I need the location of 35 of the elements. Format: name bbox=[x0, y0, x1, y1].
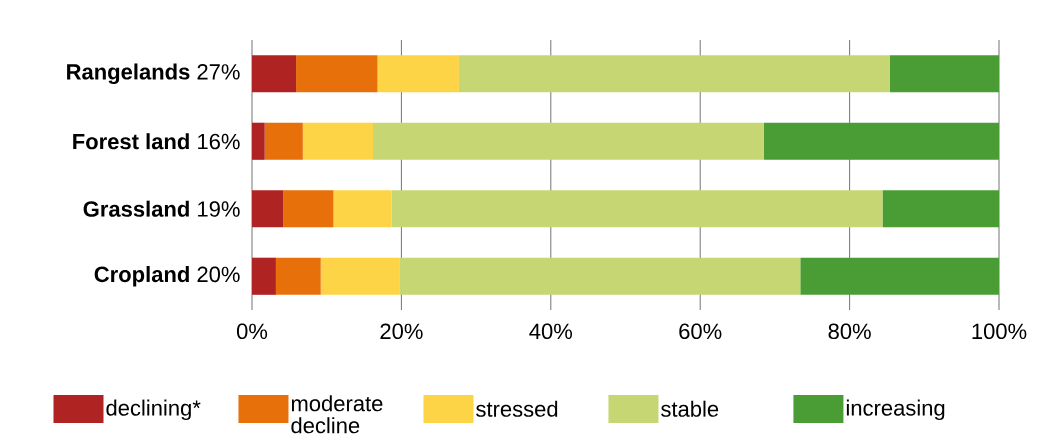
y-tick-label: Grassland 19% bbox=[83, 200, 240, 217]
bar bbox=[333, 190, 392, 228]
bar bbox=[399, 257, 801, 295]
x-tick-label: 40% bbox=[529, 323, 573, 340]
bar bbox=[252, 122, 265, 160]
bar bbox=[391, 190, 883, 228]
bar bbox=[373, 122, 764, 160]
bar bbox=[296, 55, 378, 93]
legend-label: moderate decline bbox=[291, 395, 383, 434]
x-tick-label: 0% bbox=[236, 323, 268, 340]
legend-label: stressed bbox=[476, 400, 558, 417]
bar bbox=[763, 122, 1000, 160]
legend-label: declining* bbox=[106, 399, 201, 421]
bar bbox=[264, 122, 303, 160]
x-tick-label: 20% bbox=[380, 323, 423, 340]
bar bbox=[283, 190, 334, 228]
x-tick-label: 100% bbox=[972, 323, 1027, 340]
bar bbox=[275, 257, 321, 295]
bar bbox=[889, 55, 1000, 93]
y-tick-label: Rangelands 27% bbox=[67, 63, 240, 85]
bar bbox=[882, 190, 1000, 228]
y-tick-label: Cropland 20% bbox=[94, 266, 240, 287]
bar bbox=[320, 257, 400, 295]
bar bbox=[252, 190, 284, 228]
legend-label: increasing bbox=[846, 399, 945, 421]
x-tick-label: 80% bbox=[828, 323, 871, 340]
bar bbox=[377, 55, 459, 93]
bar bbox=[252, 257, 276, 295]
bar bbox=[302, 122, 374, 160]
legend-label: stable bbox=[661, 400, 719, 417]
x-tick-label: 60% bbox=[679, 323, 722, 340]
bar bbox=[800, 257, 1000, 295]
y-tick-label: Forest land 16% bbox=[73, 133, 240, 150]
bar bbox=[458, 55, 890, 93]
bar bbox=[252, 55, 297, 93]
